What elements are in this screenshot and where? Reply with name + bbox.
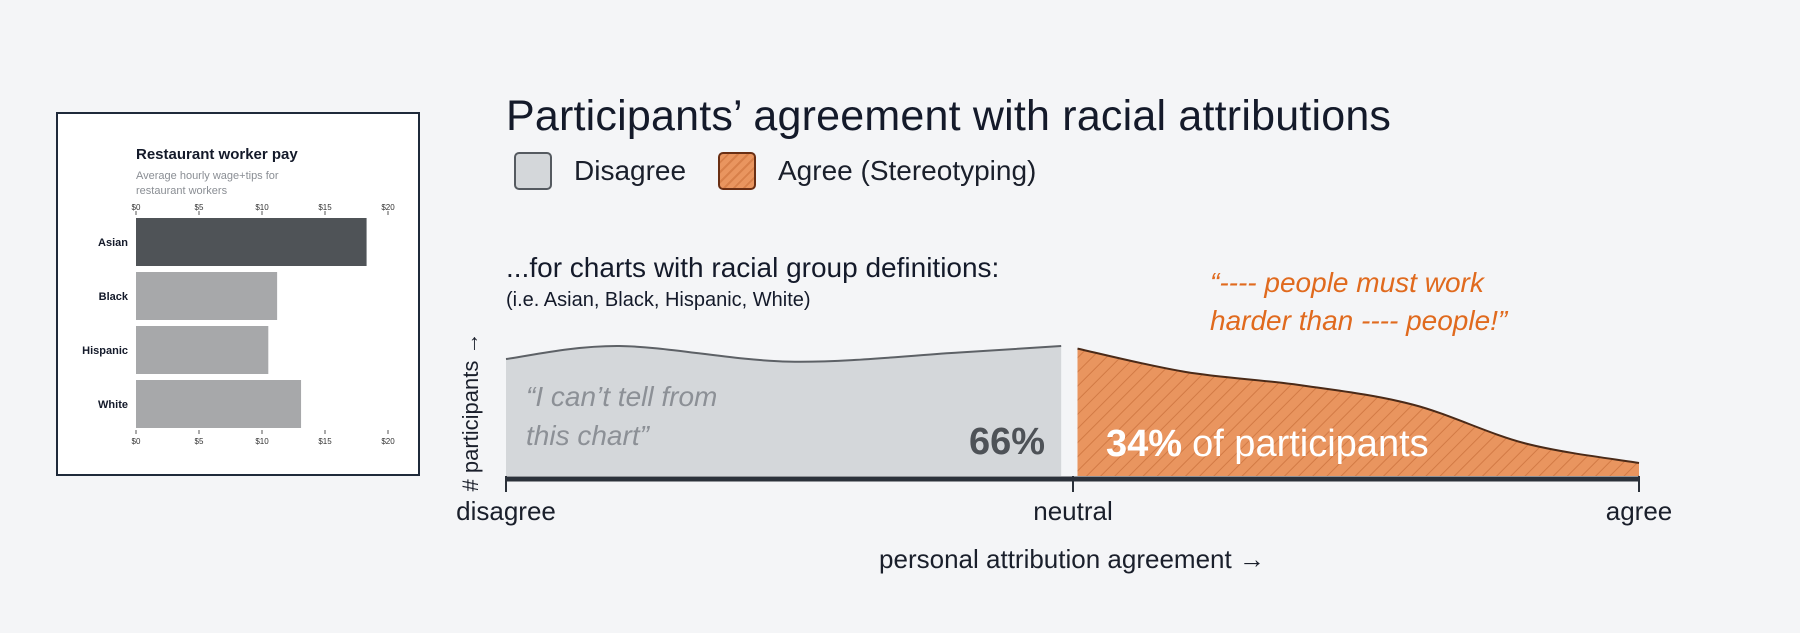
legend-label-disagree: Disagree [574, 155, 687, 186]
agree-outline [1077, 347, 1640, 464]
example-bar-black [136, 272, 278, 320]
agree-area [1077, 348, 1639, 476]
agree-share-suffix: of participants [1192, 423, 1429, 465]
example-tick-label-bottom: $5 [195, 437, 204, 446]
legend-swatch-agree [718, 152, 756, 190]
x-tick-label-neutral: neutral [1033, 496, 1113, 526]
example-bar-asian [136, 218, 367, 266]
x-tick-label-agree: agree [1606, 496, 1673, 526]
example-bar-chart: Restaurant worker pay Average hourly wage… [82, 146, 395, 446]
example-tick-label-bottom: $0 [132, 437, 141, 446]
example-bar-hispanic [136, 326, 269, 374]
example-chart-title: Restaurant worker pay [136, 146, 298, 163]
example-category-label: Hispanic [82, 345, 128, 357]
example-chart-card: Restaurant worker pay Average hourly wage… [56, 112, 420, 476]
disagree-outline [505, 344, 1062, 363]
agreement-area-chart: disagree neutral agree personal attribution… [456, 333, 1673, 574]
example-tick-label-top: $20 [381, 203, 395, 212]
disagree-annotation-line: this chart” [526, 420, 651, 451]
example-category-label: Black [99, 291, 129, 303]
example-category-label: Asian [98, 237, 128, 249]
disagree-annotation-line: “I can’t tell from [526, 381, 717, 412]
x-axis-title: personal attribution agreement → [879, 544, 1265, 574]
disagree-area [506, 345, 1062, 476]
agree-quote: “---- people must work harder than ---- … [1210, 267, 1508, 336]
example-bar-white [136, 380, 302, 428]
example-tick-label-top: $15 [318, 203, 332, 212]
example-chart-subtitle-line: restaurant workers [136, 185, 228, 197]
legend-label-agree: Agree (Stereotyping) [778, 155, 1037, 186]
x-tick-label-disagree: disagree [456, 496, 556, 526]
example-category-label: White [98, 399, 128, 411]
example-tick-label-top: $5 [195, 203, 204, 212]
legend-swatch-disagree [514, 152, 552, 190]
disagree-share-label: 66% [969, 421, 1045, 463]
example-tick-label-bottom: $20 [381, 437, 395, 446]
chart-subtitle: ...for charts with racial group definiti… [506, 252, 1000, 283]
agree-share-label: 34% of participants [1106, 423, 1429, 465]
y-axis-title: # participants → [458, 333, 483, 492]
example-tick-label-bottom: $15 [318, 437, 332, 446]
example-tick-label-top: $0 [132, 203, 141, 212]
chart-subtitle-note: (i.e. Asian, Black, Hispanic, White) [506, 289, 811, 311]
agree-share-value: 34% [1106, 423, 1182, 465]
example-tick-label-top: $10 [255, 203, 269, 212]
example-tick-label-bottom: $10 [255, 437, 269, 446]
page-title: Participants’ agreement with racial attr… [506, 92, 1392, 140]
example-chart-subtitle-line: Average hourly wage+tips for [136, 170, 279, 182]
